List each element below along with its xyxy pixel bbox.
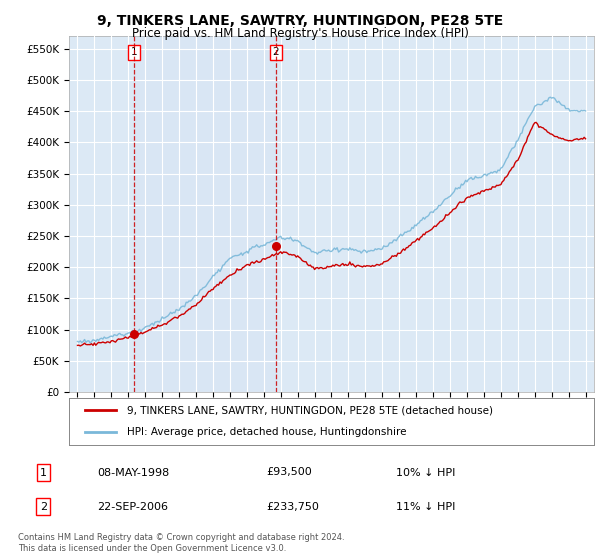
Text: 1: 1 bbox=[131, 48, 137, 58]
Text: £233,750: £233,750 bbox=[266, 502, 319, 511]
Text: 2: 2 bbox=[40, 502, 47, 511]
Text: 2: 2 bbox=[272, 48, 279, 58]
Point bbox=[271, 242, 281, 251]
Bar bbox=[134, 36, 276, 392]
Text: 1: 1 bbox=[40, 468, 47, 478]
Text: HPI: Average price, detached house, Huntingdonshire: HPI: Average price, detached house, Hunt… bbox=[127, 427, 406, 437]
Text: 9, TINKERS LANE, SAWTRY, HUNTINGDON, PE28 5TE (detached house): 9, TINKERS LANE, SAWTRY, HUNTINGDON, PE2… bbox=[127, 405, 493, 416]
Text: Price paid vs. HM Land Registry's House Price Index (HPI): Price paid vs. HM Land Registry's House … bbox=[131, 27, 469, 40]
Point bbox=[130, 329, 139, 338]
Text: 11% ↓ HPI: 11% ↓ HPI bbox=[396, 502, 455, 511]
Text: 10% ↓ HPI: 10% ↓ HPI bbox=[396, 468, 455, 478]
Text: 08-MAY-1998: 08-MAY-1998 bbox=[97, 468, 169, 478]
Text: 9, TINKERS LANE, SAWTRY, HUNTINGDON, PE28 5TE: 9, TINKERS LANE, SAWTRY, HUNTINGDON, PE2… bbox=[97, 14, 503, 28]
Text: 22-SEP-2006: 22-SEP-2006 bbox=[97, 502, 168, 511]
Text: Contains HM Land Registry data © Crown copyright and database right 2024.
This d: Contains HM Land Registry data © Crown c… bbox=[18, 533, 344, 553]
Text: £93,500: £93,500 bbox=[266, 468, 312, 478]
